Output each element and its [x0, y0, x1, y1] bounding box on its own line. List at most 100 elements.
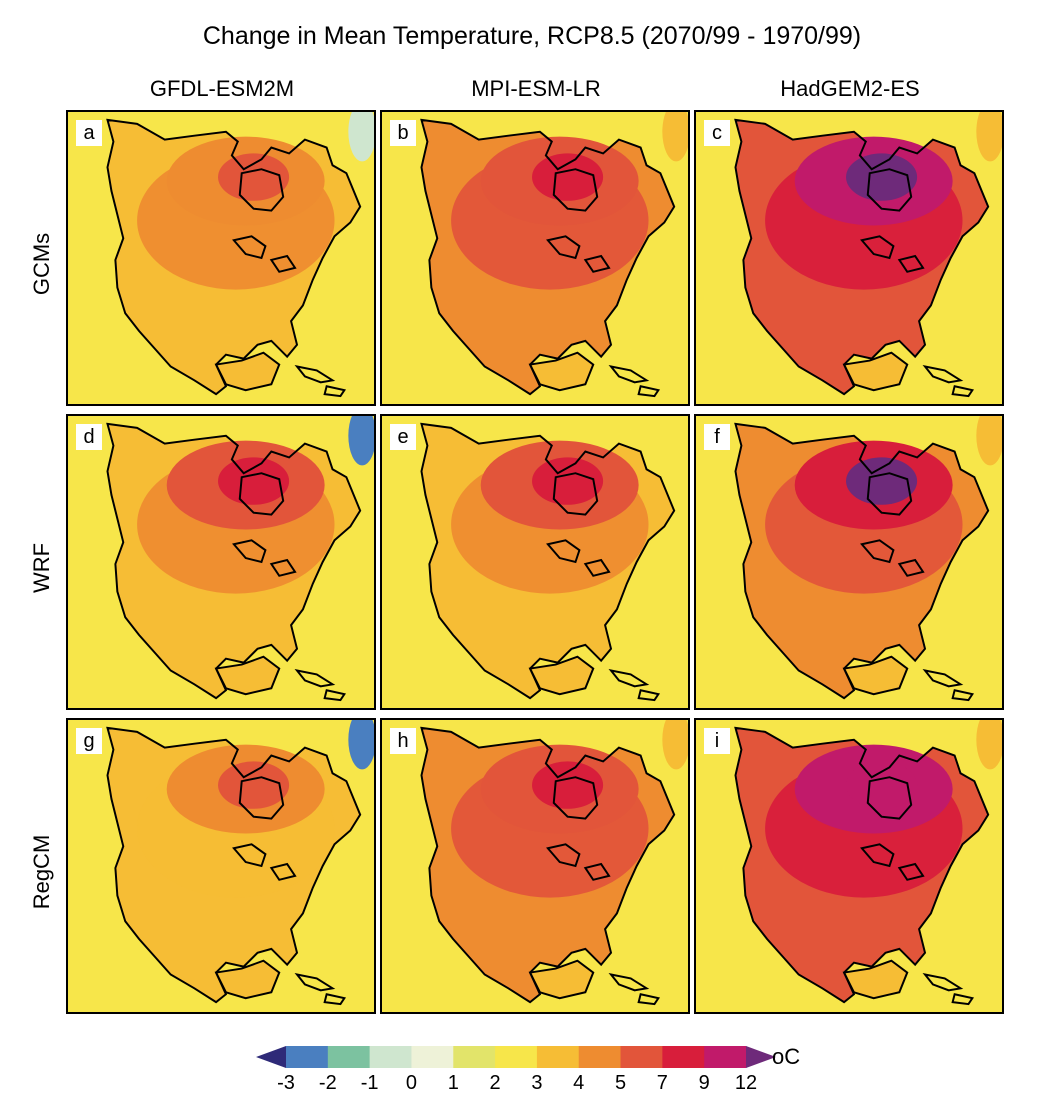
panel-label: e [390, 424, 416, 450]
hudson-bay-outline [866, 168, 913, 212]
gulf-coast [842, 655, 909, 696]
warming-zone-peak [218, 153, 290, 201]
cooling-zone [976, 112, 1002, 162]
map-panel-d: d [66, 414, 376, 710]
coastline [420, 422, 676, 700]
column-header-gfdl: GFDL-ESM2M [149, 76, 295, 101]
cooling-zone [976, 416, 1002, 466]
colorbar-segment [495, 1046, 538, 1068]
map-a [68, 112, 374, 404]
map-d [68, 416, 374, 708]
caribbean-islands-outline [608, 669, 661, 702]
coastline [106, 118, 362, 396]
coastline [420, 118, 676, 396]
map-g [68, 720, 374, 1012]
great-lakes-outline [860, 843, 925, 881]
colorbar-segment [662, 1046, 705, 1068]
cooling-zone [662, 720, 688, 770]
gulf-coast [214, 655, 281, 696]
hudson-bay-outline [866, 472, 913, 516]
map-panel-h: h [380, 718, 690, 1014]
colorbar-tick-label: -3 [277, 1072, 295, 1094]
map-f [696, 416, 1002, 708]
column-header-hadgem: HadGEM2-ES [780, 76, 920, 101]
map-panel-a: a [66, 110, 376, 406]
panel-label: f [704, 424, 730, 450]
hudson-bay-outline [552, 168, 599, 212]
warming-zone-peak [218, 457, 290, 505]
panel-label: a [76, 120, 102, 146]
great-lakes-outline [546, 843, 611, 881]
map-i [696, 720, 1002, 1012]
warming-zone-peak [846, 153, 918, 201]
row-label-gcms: GCMs [29, 232, 54, 296]
figure-title: Change in Mean Temperature, RCP8.5 (2070… [202, 22, 862, 50]
map-panel-f: f [694, 414, 1004, 710]
cooling-zone [348, 720, 374, 770]
gulf-coast [528, 959, 595, 1000]
caribbean-islands-outline [608, 365, 661, 398]
colorbar-tick-label: 1 [447, 1072, 459, 1094]
caribbean-islands-outline [922, 973, 975, 1006]
warming-zone-peak [846, 761, 918, 809]
cooling-zone [348, 416, 374, 466]
colorbar-tick-label: 9 [698, 1072, 710, 1094]
map-b [382, 112, 688, 404]
column-header-mpi: MPI-ESM-LR [471, 76, 601, 101]
colorbar-segment [369, 1046, 412, 1068]
great-lakes-outline [546, 235, 611, 273]
hudson-bay-outline [238, 472, 285, 516]
warming-zone-peak [532, 457, 604, 505]
colorbar-tick-label: 2 [489, 1072, 501, 1094]
colorbar-unit: oC [772, 1044, 801, 1069]
gulf-coast [214, 959, 281, 1000]
coastline [734, 726, 990, 1004]
colorbar-tick-label: 12 [734, 1072, 758, 1094]
colorbar-segment [286, 1046, 329, 1068]
colorbar-segment [453, 1046, 496, 1068]
colorbar-tick-label: 4 [573, 1072, 585, 1094]
panel-label: c [704, 120, 730, 146]
map-panel-g: g [66, 718, 376, 1014]
row-label-regcm: RegCM [29, 834, 54, 910]
cooling-zone [976, 720, 1002, 770]
map-panel-e: e [380, 414, 690, 710]
panel-label: i [704, 728, 730, 754]
hudson-bay-outline [552, 472, 599, 516]
great-lakes-outline [232, 235, 297, 273]
colorbar-segment [327, 1046, 371, 1068]
panel-label: h [390, 728, 416, 754]
row-label-wrf: WRF [29, 542, 54, 594]
great-lakes-outline [546, 539, 611, 577]
map-panel-b: b [380, 110, 690, 406]
hudson-bay-outline [552, 776, 599, 820]
great-lakes-outline [860, 235, 925, 273]
colorbar-segment [704, 1046, 747, 1068]
colorbar-segment [578, 1046, 622, 1068]
warming-zone-peak [218, 761, 290, 809]
colorbar-tick-label: 0 [405, 1072, 418, 1094]
coastline [106, 422, 362, 700]
colorbar-tick-label: -1 [360, 1072, 379, 1094]
warming-zone-peak [532, 153, 604, 201]
caribbean-islands-outline [922, 365, 975, 398]
coastline [106, 726, 362, 1004]
colorbar-segment [411, 1046, 454, 1068]
hudson-bay-outline [238, 168, 285, 212]
cooling-zone [348, 112, 374, 162]
coastline [734, 422, 990, 700]
map-h [382, 720, 688, 1012]
colorbar-tick-label: -2 [318, 1072, 337, 1094]
coastline [734, 118, 990, 396]
map-e [382, 416, 688, 708]
colorbar-segment [620, 1046, 663, 1068]
cooling-zone [662, 416, 688, 466]
caribbean-islands-outline [608, 973, 661, 1006]
gulf-coast [528, 351, 595, 392]
gulf-coast [528, 655, 595, 696]
map-panel-i: i [694, 718, 1004, 1014]
caribbean-islands-outline [294, 669, 347, 702]
hudson-bay-outline [238, 776, 285, 820]
hudson-bay-outline [866, 776, 913, 820]
colorbar-tick-label: 5 [614, 1072, 627, 1094]
